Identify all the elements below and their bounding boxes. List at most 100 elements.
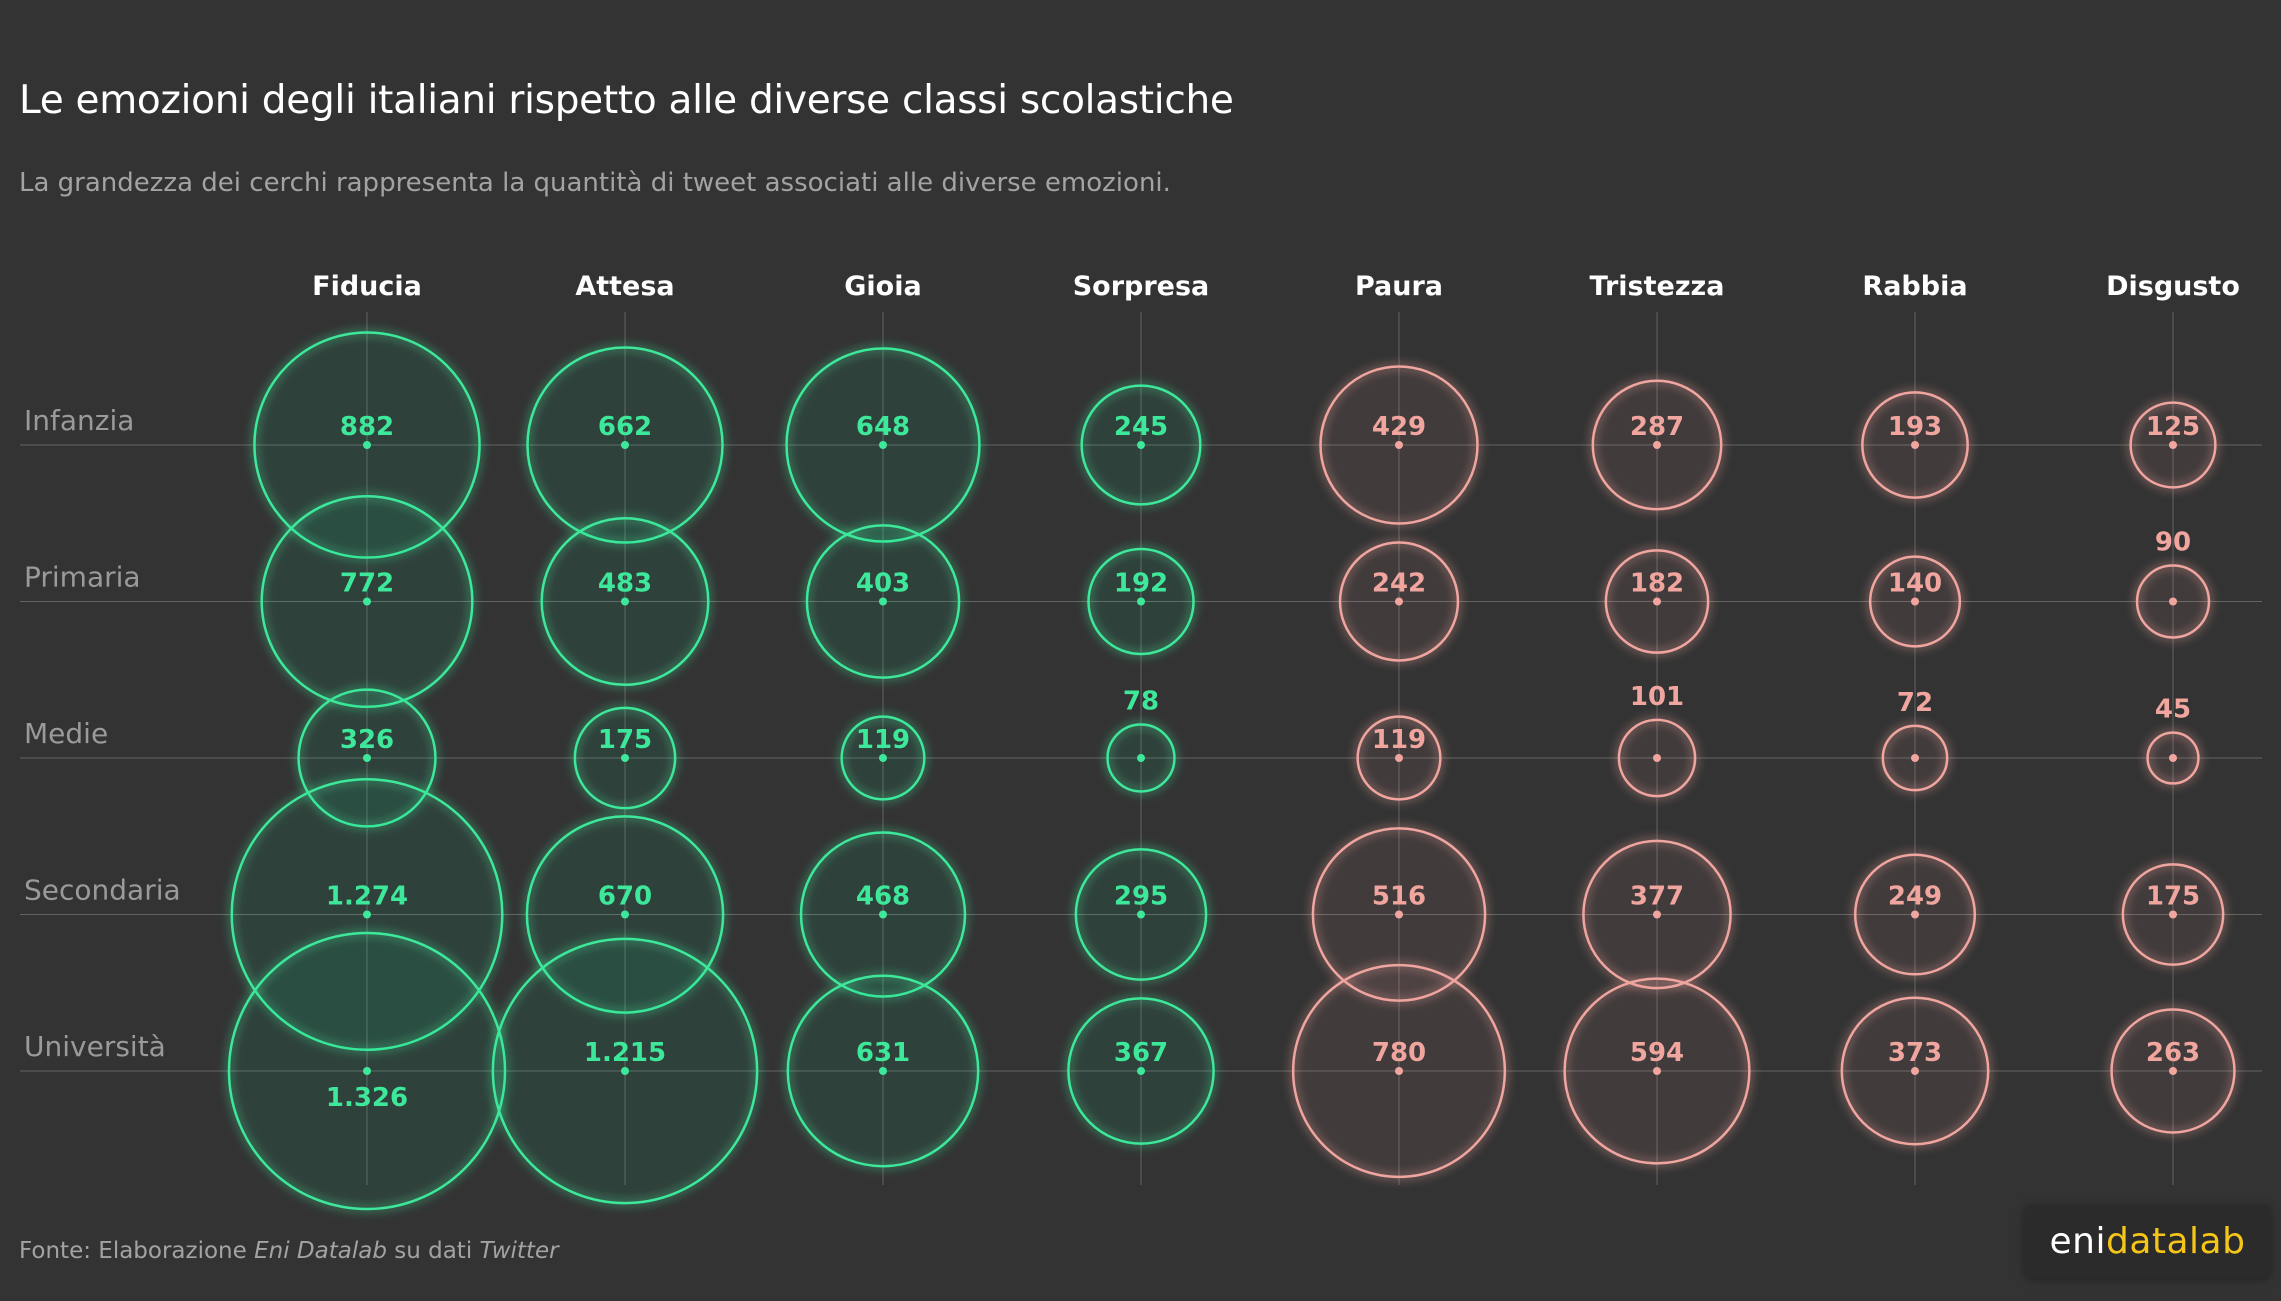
bubble-center-dot bbox=[363, 597, 371, 606]
row-label: Medie bbox=[24, 717, 108, 750]
value-label: 125 bbox=[2146, 412, 2200, 442]
bubble-center-dot bbox=[1911, 1067, 1919, 1075]
value-label: 182 bbox=[1630, 569, 1684, 599]
row-label: Infanzia bbox=[24, 404, 134, 437]
value-label: 516 bbox=[1372, 882, 1426, 912]
bubble-center-dot bbox=[1653, 597, 1661, 606]
value-label: 594 bbox=[1630, 1038, 1684, 1068]
bubble-center-dot bbox=[879, 754, 887, 762]
bubble-center-dot bbox=[621, 597, 629, 606]
row-label: Università bbox=[24, 1030, 166, 1063]
value-label: 662 bbox=[598, 412, 652, 442]
value-label: 245 bbox=[1114, 412, 1168, 442]
bubble-center-dot bbox=[1911, 910, 1919, 919]
value-label: 295 bbox=[1114, 882, 1168, 912]
source-platform: Twitter bbox=[479, 1238, 559, 1264]
bubble-center-dot bbox=[1911, 754, 1919, 762]
bubble-center-dot bbox=[363, 910, 371, 919]
source-prefix: Fonte: Elaborazione bbox=[19, 1238, 255, 1264]
value-label: 882 bbox=[340, 412, 394, 442]
bubble-center-dot bbox=[2169, 441, 2177, 449]
chart-title: Le emozioni degli italiani rispetto alle… bbox=[19, 78, 1234, 123]
value-label: 242 bbox=[1372, 569, 1426, 599]
bubble-center-dot bbox=[2169, 754, 2177, 762]
source-middle: su dati bbox=[386, 1238, 480, 1264]
value-label: 175 bbox=[598, 725, 652, 755]
labels: Fiducia Attesa Gioia Sorpresa Paura Tristezza… bbox=[24, 271, 2240, 1113]
bubble-center-dot bbox=[363, 754, 371, 762]
value-label: 78 bbox=[1123, 687, 1159, 717]
value-label: 1.215 bbox=[584, 1038, 666, 1068]
source-note: Fonte: Elaborazione Eni Datalab su dati … bbox=[19, 1238, 559, 1264]
bubble-center-dot bbox=[1653, 754, 1661, 762]
column-label: Paura bbox=[1355, 271, 1443, 302]
bubble-center-dot bbox=[1137, 910, 1145, 919]
column-label: Attesa bbox=[575, 271, 674, 302]
value-label: 326 bbox=[340, 725, 394, 755]
value-label: 192 bbox=[1114, 569, 1168, 599]
column-label: Tristezza bbox=[1590, 271, 1725, 302]
bubble-center-dot bbox=[1137, 754, 1145, 762]
source-name: Eni Datalab bbox=[254, 1238, 387, 1264]
logo-part-eni: eni bbox=[2049, 1220, 2106, 1262]
value-label: 90 bbox=[2155, 528, 2191, 558]
value-label: 101 bbox=[1630, 682, 1684, 712]
column-label: Gioia bbox=[844, 271, 921, 302]
bubble-center-dot bbox=[1137, 1067, 1145, 1075]
value-label: 483 bbox=[598, 569, 652, 599]
value-label: 119 bbox=[1372, 725, 1426, 755]
value-label: 429 bbox=[1372, 412, 1426, 442]
bubble-center-dot bbox=[2169, 910, 2177, 919]
bubble-center-dot bbox=[621, 441, 629, 449]
bubble-center-dot bbox=[1911, 441, 1919, 449]
bubbles bbox=[227, 331, 2236, 1211]
value-label: 72 bbox=[1897, 688, 1933, 718]
bubble-center-dot bbox=[1653, 441, 1661, 449]
column-label: Fiducia bbox=[312, 271, 422, 302]
value-label: 287 bbox=[1630, 412, 1684, 442]
value-label: 403 bbox=[856, 569, 910, 599]
bubble-center-dot bbox=[621, 1067, 629, 1075]
value-label: 367 bbox=[1114, 1038, 1168, 1068]
value-label: 377 bbox=[1630, 882, 1684, 912]
enidatalab-logo: eni datalab bbox=[2025, 1205, 2270, 1277]
value-label: 1.274 bbox=[326, 882, 408, 912]
bubble-center-dot bbox=[621, 910, 629, 919]
column-label: Rabbia bbox=[1862, 271, 1967, 302]
chart-subtitle: La grandezza dei cerchi rappresenta la q… bbox=[19, 168, 1171, 198]
row-label: Secondaria bbox=[24, 874, 181, 907]
value-label: 45 bbox=[2155, 695, 2191, 725]
value-label: 1.326 bbox=[326, 1083, 408, 1113]
bubble-center-dot bbox=[1395, 597, 1403, 606]
bubble-center-dot bbox=[879, 597, 887, 606]
value-label: 373 bbox=[1888, 1038, 1942, 1068]
value-label: 263 bbox=[2146, 1038, 2200, 1068]
bubble-center-dot bbox=[2169, 1067, 2177, 1075]
value-label: 670 bbox=[598, 882, 652, 912]
bubble-center-dot bbox=[1653, 910, 1661, 919]
bubble-center-dot bbox=[879, 441, 887, 449]
bubble-center-dot bbox=[363, 1067, 371, 1075]
bubble-center-dot bbox=[879, 1067, 887, 1075]
bubble-center-dot bbox=[1911, 597, 1919, 606]
value-label: 772 bbox=[340, 569, 394, 599]
value-label: 140 bbox=[1888, 569, 1942, 599]
bubble-center-dot bbox=[1395, 910, 1403, 919]
bubble-center-dot bbox=[1395, 754, 1403, 762]
bubble-center-dot bbox=[879, 910, 887, 919]
value-label: 193 bbox=[1888, 412, 1942, 442]
value-label: 468 bbox=[856, 882, 910, 912]
logo-part-datalab: datalab bbox=[2105, 1220, 2246, 1262]
bubble-center-dot bbox=[1653, 1067, 1661, 1075]
value-label: 648 bbox=[856, 412, 910, 442]
value-label: 780 bbox=[1372, 1038, 1426, 1068]
value-label: 119 bbox=[856, 725, 910, 755]
value-label: 631 bbox=[856, 1038, 910, 1068]
value-label: 249 bbox=[1888, 882, 1942, 912]
bubble-center-dot bbox=[621, 754, 629, 762]
bubble-center-dot bbox=[1395, 1067, 1403, 1075]
bubble-center-dot bbox=[363, 441, 371, 449]
bubble-center-dot bbox=[2169, 597, 2177, 606]
bubble-center-dot bbox=[1137, 441, 1145, 449]
